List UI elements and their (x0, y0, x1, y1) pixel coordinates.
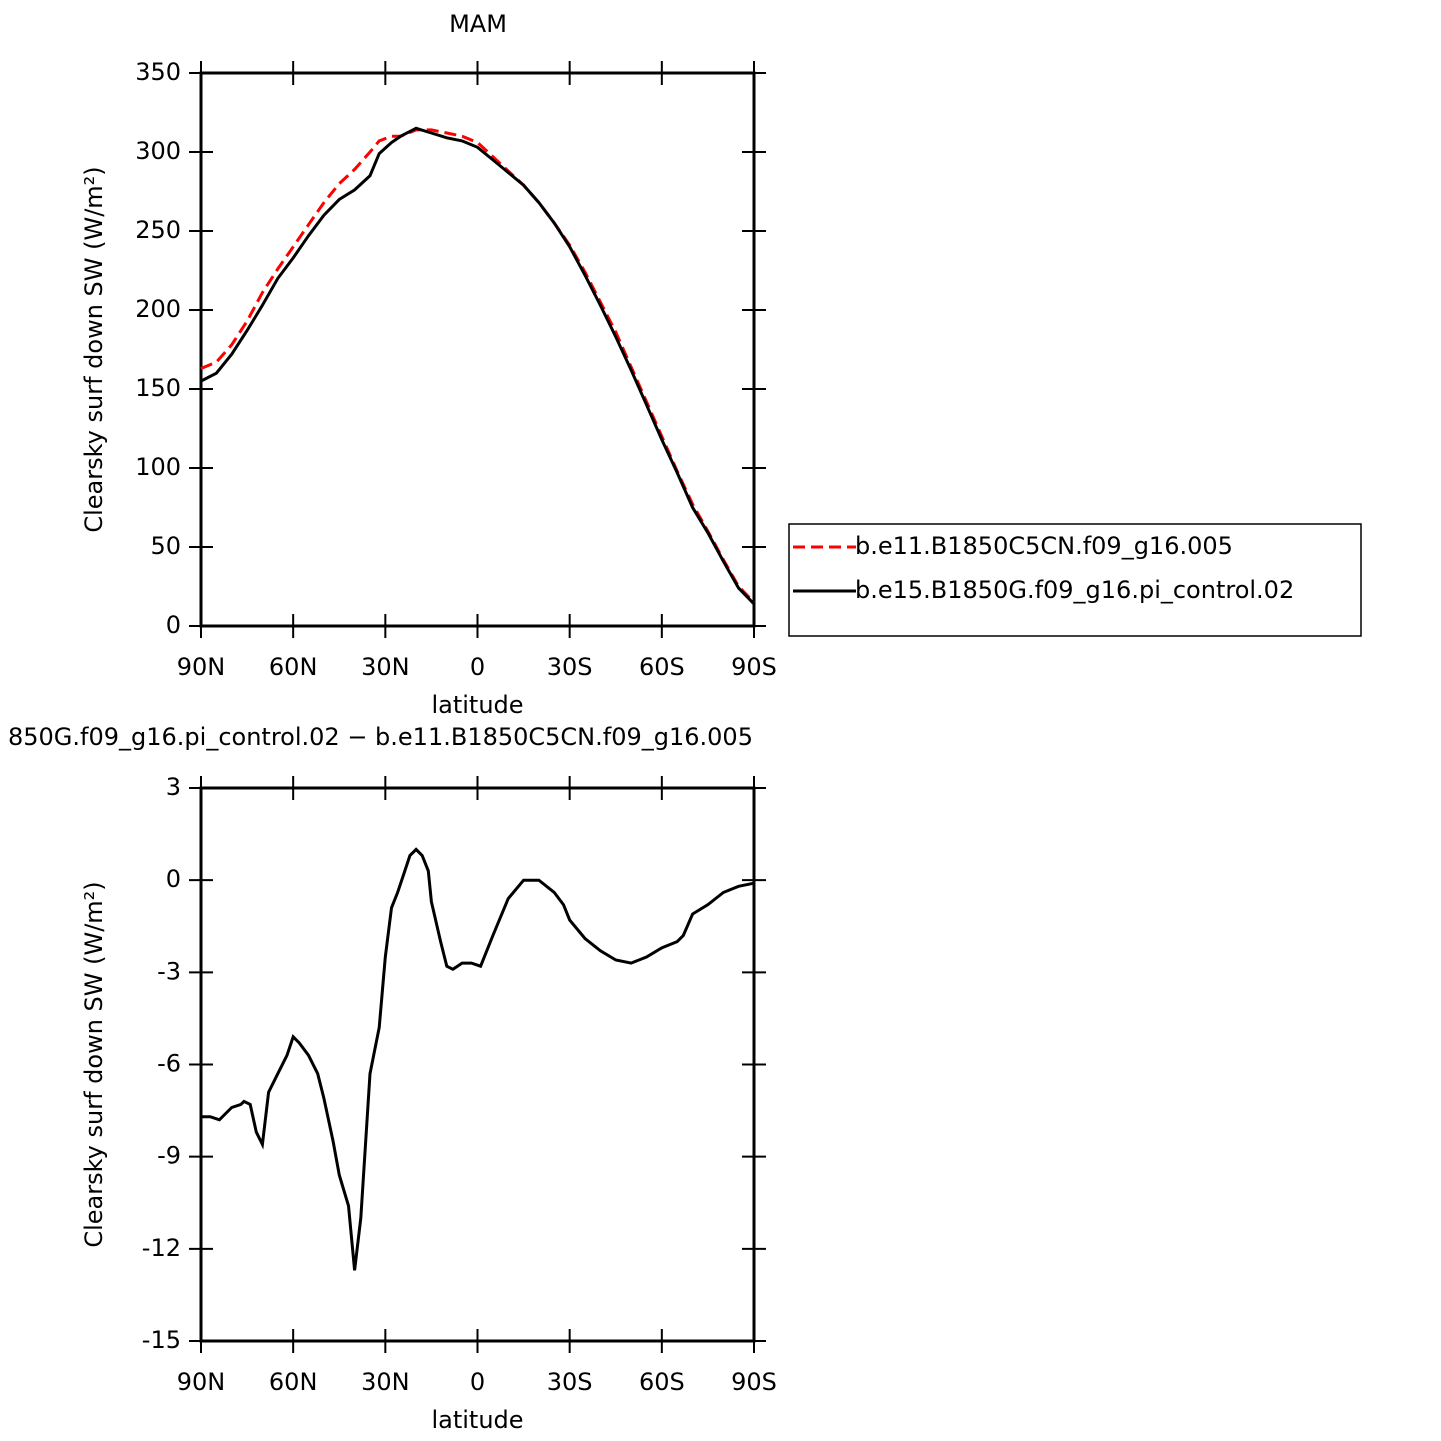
x-axis-label: latitude (431, 691, 523, 719)
x-tick-label: 0 (470, 1368, 485, 1396)
x-tick-label: 90N (177, 1368, 226, 1396)
y-tick-label: 0 (166, 865, 181, 893)
x-tick-label: 60N (269, 653, 318, 681)
legend-box (788, 523, 1362, 637)
x-tick-label: 60S (639, 653, 685, 681)
x-tick-label: 90N (177, 653, 226, 681)
legend-label: b.e15.B1850G.f09_g16.pi_control.02 (855, 576, 1294, 604)
y-tick-label: -15 (142, 1326, 181, 1354)
y-tick-label: 150 (135, 374, 181, 402)
x-tick-label: 0 (470, 653, 485, 681)
y-tick-label: -9 (157, 1142, 181, 1170)
x-axis-label: latitude (431, 1406, 523, 1434)
x-tick-label: 60N (269, 1368, 318, 1396)
series-line (200, 126, 756, 605)
y-tick-label: 300 (135, 137, 181, 165)
chart-title: 850G.f09_g16.pi_control.02 − b.e11.B1850… (8, 723, 753, 751)
y-axis-label: Clearsky surf down SW (W/m²) (80, 166, 108, 532)
y-tick-label: 3 (166, 773, 181, 801)
plot-frame (199, 71, 756, 628)
x-tick-label: 30N (361, 653, 410, 681)
x-tick-label: 30S (547, 653, 593, 681)
series-line (201, 847, 755, 1271)
y-tick-label: -6 (157, 1050, 181, 1078)
legend-label: b.e11.B1850C5CN.f09_g16.005 (855, 532, 1233, 560)
y-tick-label: 0 (166, 611, 181, 639)
y-tick-label: 250 (135, 216, 181, 244)
x-tick-label: 90S (731, 1368, 777, 1396)
x-tick-label: 90S (731, 653, 777, 681)
y-axis-label: Clearsky surf down SW (W/m²) (80, 881, 108, 1247)
y-tick-label: 50 (150, 532, 181, 560)
series-line (200, 128, 756, 604)
y-tick-label: -3 (157, 957, 181, 985)
x-tick-label: 60S (639, 1368, 685, 1396)
y-tick-label: -12 (142, 1234, 181, 1262)
y-tick-label: 350 (135, 58, 181, 86)
x-tick-label: 30S (547, 1368, 593, 1396)
y-tick-label: 200 (135, 295, 181, 323)
x-tick-label: 30N (361, 1368, 410, 1396)
y-tick-label: 100 (135, 453, 181, 481)
chart-title: MAM (449, 10, 507, 38)
